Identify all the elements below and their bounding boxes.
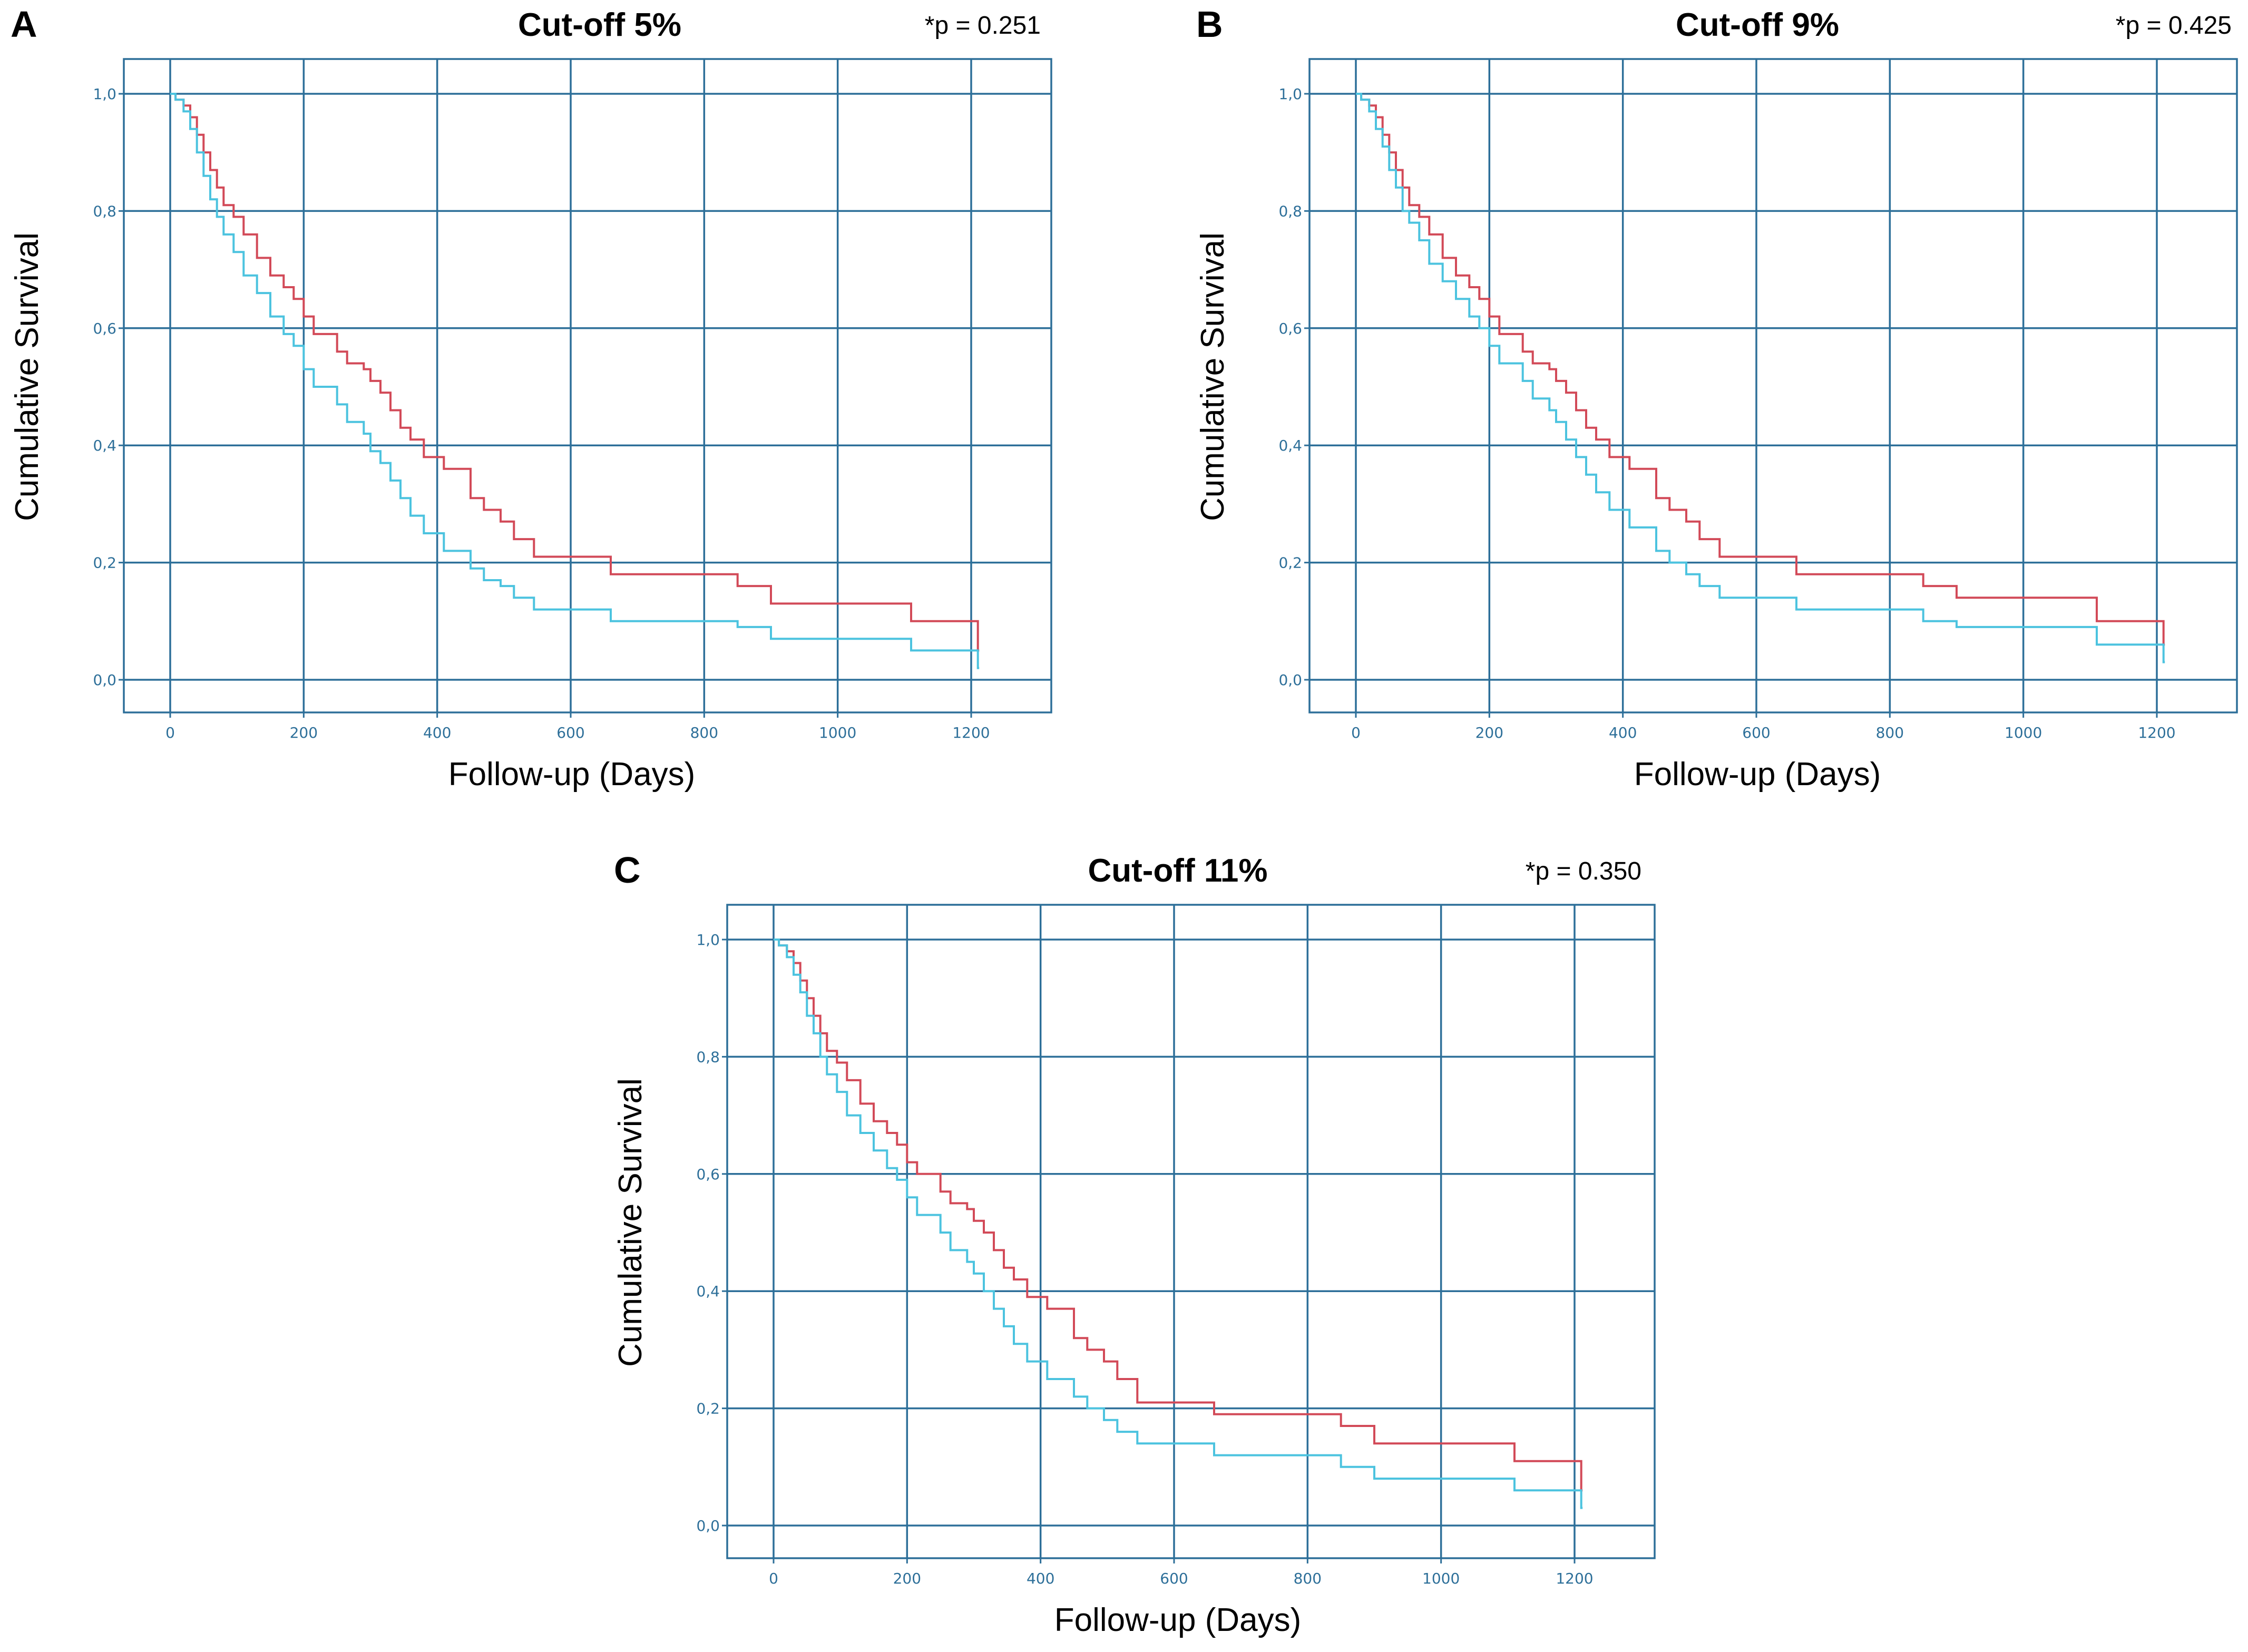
x-tick-label: 1200 <box>2138 724 2175 741</box>
km-chart-b: B Cut-off 9% *p = 0.425 Follow-up (Days)… <box>1195 4 2238 793</box>
y-tick-label: 0,4 <box>696 1283 720 1300</box>
y-tick-label: 0,4 <box>1278 437 1302 454</box>
x-tick-label: 600 <box>1742 724 1770 741</box>
x-tick-label: 1200 <box>952 724 990 741</box>
x-tick-label: 1000 <box>819 724 856 741</box>
km-chart-c: C Cut-off 11% *p = 0.350 Follow-up (Days… <box>612 849 1656 1638</box>
y-axis-label: Cumulative Survival <box>1195 232 1231 521</box>
x-tick-label: 1000 <box>1422 1570 1460 1587</box>
y-tick-label: 0,4 <box>93 437 116 454</box>
chart-title: Cut-off 5% <box>518 7 681 43</box>
y-tick-label: 0,6 <box>93 320 116 337</box>
x-tick-label: 0 <box>1351 724 1361 741</box>
x-tick-label: 200 <box>290 724 318 741</box>
x-tick-label: 600 <box>1160 1570 1188 1587</box>
x-tick-label: 0 <box>769 1570 778 1587</box>
panel-b: B Cut-off 9% *p = 0.425 Follow-up (Days)… <box>1186 0 2248 806</box>
x-tick-label: 1000 <box>2005 724 2042 741</box>
x-axis-label: Follow-up (Days) <box>448 756 696 793</box>
panel-c: C Cut-off 11% *p = 0.350 Follow-up (Days… <box>603 846 1731 1652</box>
y-tick-label: 1,0 <box>696 931 720 949</box>
km-chart-a: A Cut-off 5% *p = 0.251 Follow-up (Days)… <box>9 4 1052 793</box>
y-tick-label: 0,0 <box>696 1517 720 1534</box>
y-tick-label: 1,0 <box>93 85 116 103</box>
survival-curve-cyan <box>774 939 1583 1509</box>
chart-title: Cut-off 9% <box>1676 7 1839 43</box>
x-tick-label: 1200 <box>1556 1570 1593 1587</box>
y-tick-label: 0,0 <box>1278 671 1302 689</box>
y-tick-label: 0,6 <box>1278 320 1302 337</box>
plot-frame <box>123 58 1052 713</box>
x-tick-label: 800 <box>1294 1570 1322 1587</box>
panel-a: A Cut-off 5% *p = 0.251 Follow-up (Days)… <box>0 0 1128 806</box>
x-tick-label: 200 <box>1475 724 1503 741</box>
p-value-annotation: *p = 0.251 <box>925 12 1041 40</box>
x-axis-label: Follow-up (Days) <box>1054 1602 1302 1638</box>
x-tick-label: 800 <box>690 724 718 741</box>
chart-title: Cut-off 11% <box>1088 853 1268 889</box>
x-tick-label: 800 <box>1876 724 1904 741</box>
y-tick-label: 0,8 <box>1278 202 1302 220</box>
x-axis-label: Follow-up (Days) <box>1634 756 1881 793</box>
survival-curve-cyan <box>170 93 980 669</box>
x-tick-label: 200 <box>893 1570 921 1587</box>
y-tick-label: 1,0 <box>1278 85 1302 103</box>
y-tick-label: 0,2 <box>696 1400 720 1418</box>
y-tick-label: 0,8 <box>696 1048 720 1066</box>
y-tick-label: 0,2 <box>1278 554 1302 572</box>
x-tick-label: 400 <box>423 724 451 741</box>
survival-curve-red <box>774 939 1583 1492</box>
x-tick-label: 600 <box>556 724 584 741</box>
survival-curve-red <box>170 93 980 652</box>
p-value-annotation: *p = 0.425 <box>2116 12 2232 40</box>
survival-curve-red <box>1356 93 2165 646</box>
plot-frame <box>1308 58 2238 713</box>
x-tick-label: 0 <box>165 724 175 741</box>
y-axis-label: Cumulative Survival <box>612 1078 649 1367</box>
x-tick-label: 400 <box>1027 1570 1054 1587</box>
p-value-annotation: *p = 0.350 <box>1526 857 1641 885</box>
panel-label: A <box>11 4 37 45</box>
y-tick-label: 0,2 <box>93 554 116 572</box>
panel-label: C <box>614 849 641 891</box>
panel-label: B <box>1196 4 1223 45</box>
y-tick-label: 0,6 <box>696 1166 720 1183</box>
plot-frame <box>726 904 1656 1559</box>
survival-curve-cyan <box>1356 93 2165 663</box>
y-tick-label: 0,0 <box>93 671 116 689</box>
x-tick-label: 400 <box>1609 724 1637 741</box>
y-tick-label: 0,8 <box>93 202 116 220</box>
y-axis-label: Cumulative Survival <box>9 232 45 521</box>
